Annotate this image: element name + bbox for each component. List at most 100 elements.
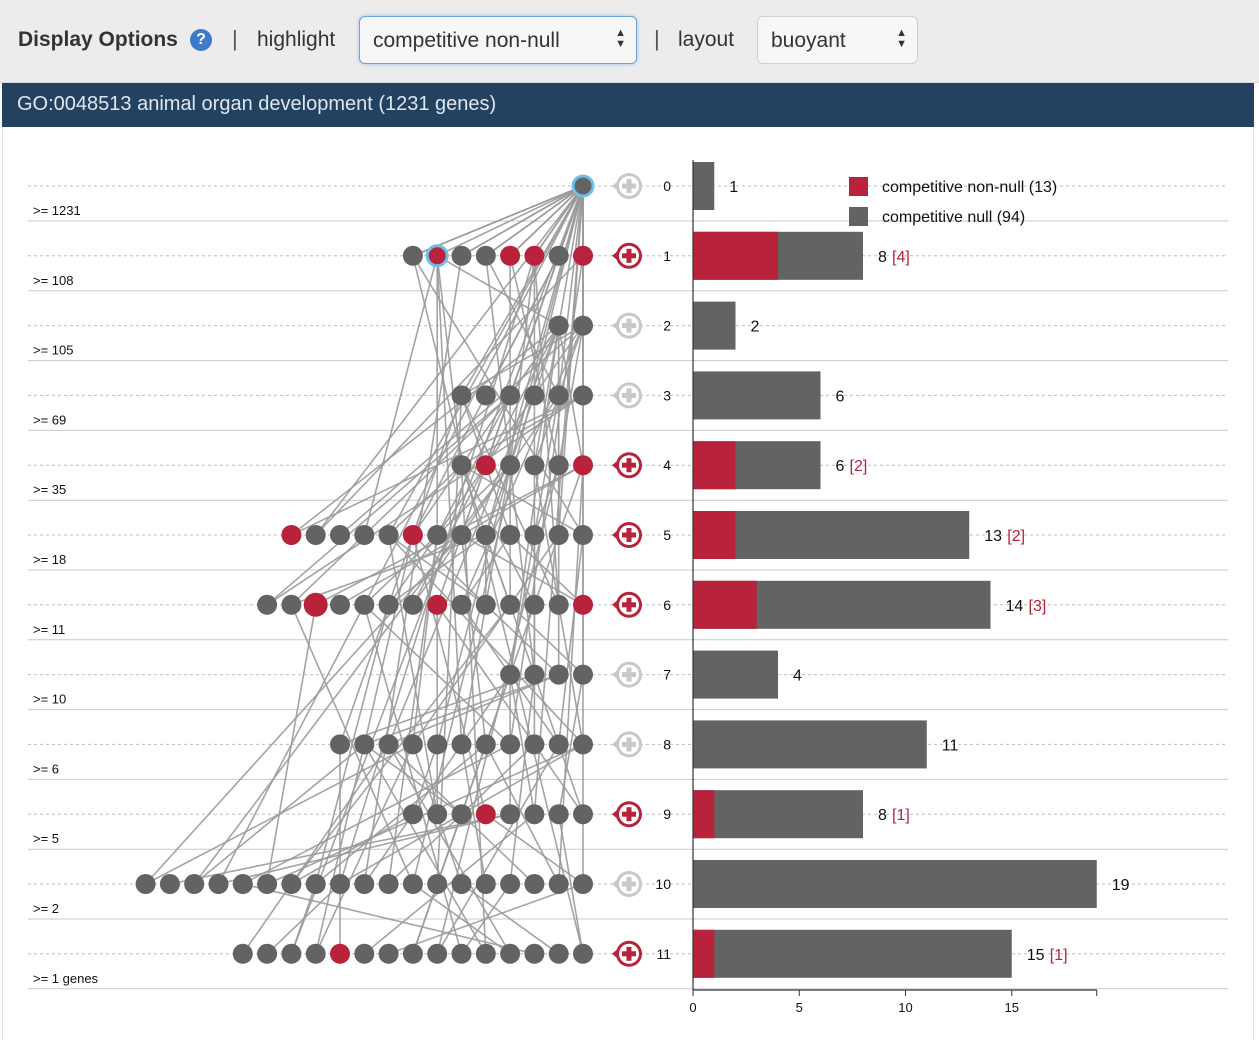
graph-node	[573, 385, 593, 406]
legend-label: competitive null (94)	[882, 209, 1025, 226]
graph-node	[475, 525, 496, 545]
bar-total-label: 13	[984, 528, 1002, 545]
plus-icon-v	[626, 388, 632, 403]
bar-total-label: 6	[836, 458, 845, 475]
graph-node	[402, 734, 423, 755]
graph-node	[500, 525, 521, 545]
graph-edge	[557, 325, 584, 466]
level-chart: >= 1231>= 108>= 105>= 69>= 35>= 18>= 11>…	[28, 160, 1228, 1015]
graph-node	[402, 943, 423, 964]
plus-icon-v	[626, 807, 632, 822]
graph-edge	[363, 604, 463, 955]
graph-edge	[461, 185, 584, 257]
threshold-label: >= 1231	[33, 203, 81, 218]
graph-node	[573, 734, 593, 755]
threshold-label: >= 35	[33, 482, 66, 497]
level-number: 0	[663, 178, 671, 194]
graph-edge	[266, 604, 317, 885]
graph-node	[402, 245, 423, 266]
level-number: 6	[663, 597, 671, 613]
bar-non-null	[693, 511, 736, 559]
graph-edge	[485, 813, 584, 885]
graph-node	[330, 525, 350, 545]
graph-nodes	[135, 174, 595, 964]
graph-node	[451, 385, 472, 406]
legend-label: competitive non-null (13)	[882, 179, 1057, 196]
graph-node	[378, 874, 399, 894]
graph-node	[427, 525, 448, 545]
bar-null	[693, 860, 1097, 908]
graph-edge	[557, 534, 584, 745]
graph-node	[378, 943, 399, 964]
graph-node	[500, 734, 521, 755]
graph-edge	[266, 743, 584, 885]
graph-edge	[217, 185, 584, 885]
graph-node	[573, 525, 593, 545]
plus-icon-v	[626, 248, 632, 263]
x-tick-label: 15	[1005, 1000, 1019, 1015]
highlight-select-value: competitive non-null	[373, 29, 560, 52]
bar-non-null	[693, 580, 757, 629]
legend-swatch	[849, 177, 868, 196]
graph-edge	[412, 185, 584, 257]
graph-node	[475, 594, 496, 615]
graph-edge	[557, 674, 584, 815]
graph-node	[524, 594, 545, 615]
graph-edge	[436, 604, 584, 815]
graph-node	[330, 943, 350, 964]
graph-node	[402, 525, 423, 545]
threshold-label: >= 1 genes	[33, 971, 99, 986]
threshold-label: >= 5	[33, 831, 59, 846]
graph-node	[475, 804, 496, 825]
graph-node	[303, 592, 328, 617]
graph-node	[573, 594, 593, 615]
toolbar-separator: |	[654, 26, 660, 51]
graph-edge	[242, 743, 390, 955]
question-icon[interactable]: ?	[190, 29, 212, 51]
level-number: 5	[663, 527, 671, 543]
graph-edge	[315, 185, 584, 536]
layout-label: layout	[678, 28, 735, 51]
bar-null	[693, 929, 1012, 978]
plus-icon-v	[626, 737, 632, 752]
bar-non-null	[693, 441, 736, 490]
graph-node	[427, 804, 448, 825]
graph-node	[184, 874, 205, 894]
graph-edge	[363, 255, 463, 885]
graph-node	[451, 594, 472, 615]
level-number: 3	[663, 387, 671, 403]
graph-node	[354, 874, 375, 894]
graph-edge	[533, 325, 560, 466]
bar-total-label: 4	[793, 668, 802, 685]
graph-node	[573, 315, 593, 336]
threshold-label: >= 108	[33, 273, 74, 288]
graph-node	[330, 734, 350, 755]
graph-node	[451, 874, 472, 894]
bar-null	[693, 162, 715, 210]
graph-edge	[363, 674, 511, 885]
graph-node	[548, 594, 569, 615]
threshold-label: >= 18	[33, 552, 66, 567]
graph-edge	[485, 185, 584, 257]
graph-node	[475, 943, 496, 964]
graph-node	[427, 943, 448, 964]
graph-node	[378, 525, 399, 545]
x-axis: 0 5 10 15	[689, 160, 1098, 1015]
graph-edge	[509, 185, 584, 257]
graph-node	[305, 525, 326, 545]
highlight-select[interactable]: competitive non-null ▲ ▼	[359, 16, 637, 64]
term-title: GO:0048513 animal organ development (123…	[17, 93, 497, 115]
bar-total-label: 8	[878, 249, 887, 266]
graph-edge	[460, 395, 560, 606]
plus-icon-v	[626, 318, 632, 333]
graph-node	[427, 594, 448, 615]
graph-edge	[460, 534, 487, 745]
bar-null	[693, 790, 863, 839]
graph-edge	[485, 744, 560, 885]
graph-node	[524, 245, 545, 266]
chart-frame: >= 1231 >= 108 >= 105 >= 69 >= 35 >= 18 >= 11 >…	[2, 127, 1254, 1040]
layout-select[interactable]: buoyant ▲ ▼	[757, 16, 918, 64]
graph-edge	[412, 883, 511, 955]
bar-non-null	[693, 929, 715, 978]
bar-non-null	[693, 790, 715, 839]
